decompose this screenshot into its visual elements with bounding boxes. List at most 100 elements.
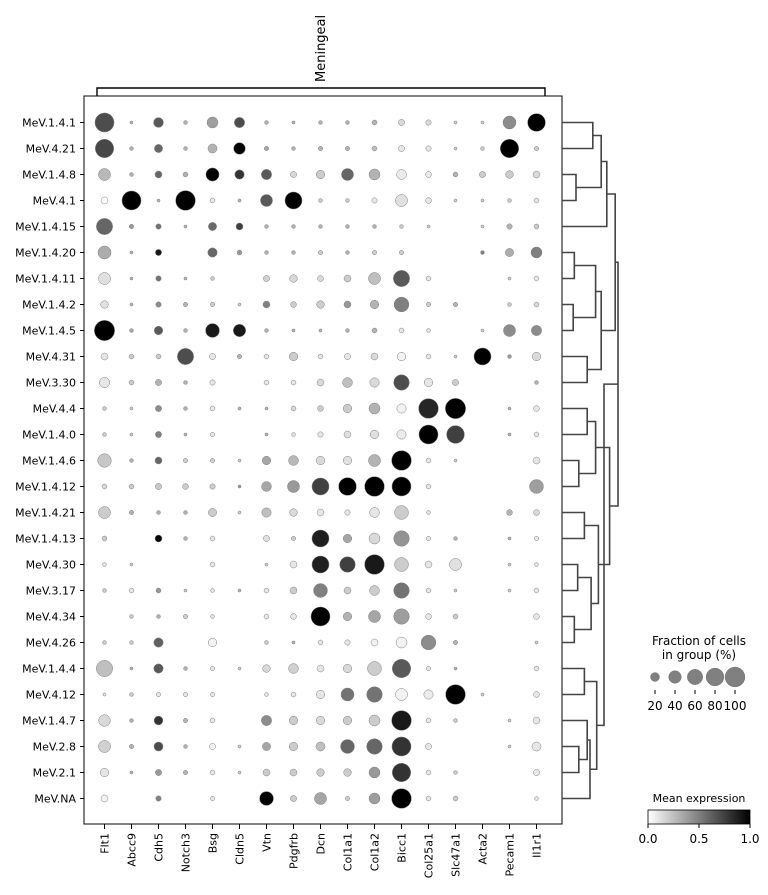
dot-MeV.4.12-Abcc9 bbox=[129, 692, 134, 697]
dot-MeV.1.4.7-Flt1 bbox=[98, 714, 111, 727]
dot-MeV.3.17-Bsg bbox=[210, 588, 215, 593]
dot-MeV.4.4-Notch3 bbox=[183, 406, 188, 411]
dot-MeV.1.4.7-Notch3 bbox=[183, 718, 188, 723]
gene-label: Col1a2 bbox=[369, 833, 382, 871]
dot-MeV.1.4.11-Pecam1 bbox=[507, 276, 512, 281]
dot-MeV.1.4.4-Notch3 bbox=[183, 666, 188, 671]
dot-MeV.1.4.7-Bsg bbox=[209, 717, 216, 724]
dot-MeV.1.4.15-Bicc1 bbox=[399, 224, 404, 229]
dot-MeV.1.4.2-Notch3 bbox=[183, 302, 188, 307]
dot-MeV.1.4.20-Col1a2 bbox=[372, 250, 377, 255]
dot-MeV.1.4.0-Bsg bbox=[210, 432, 215, 437]
dot-MeV.4.12-Acta2 bbox=[480, 692, 485, 697]
gene-label: Flt1 bbox=[99, 833, 112, 854]
dot-MeV.4.1-Col1a2 bbox=[371, 197, 378, 204]
dot-MeV.NA-Slc47a1 bbox=[452, 795, 459, 802]
dot-MeV.1.4.20-Il1r1 bbox=[530, 246, 543, 259]
dot-MeV.1.4.5-Dcn bbox=[318, 328, 323, 333]
dot-MeV.1.4.8-Dcn bbox=[315, 169, 326, 180]
dot-MeV.NA-Il1r1 bbox=[534, 796, 539, 801]
dot-MeV.4.31-Col1a2 bbox=[370, 352, 379, 361]
size-legend-markers: 20 40 60 80 100 bbox=[647, 666, 746, 713]
dot-MeV.1.4.4-Dcn bbox=[316, 664, 325, 673]
dot-grid bbox=[94, 112, 546, 809]
dot-MeV.1.4.5-Pdgfrb bbox=[291, 328, 296, 333]
dot-MeV.1.4.4-Slc47a1 bbox=[453, 666, 458, 671]
row-label: MeV.4.21 bbox=[26, 143, 76, 156]
dot-MeV.4.31-Flt1 bbox=[100, 352, 109, 361]
dot-MeV.1.4.5-Cldn5 bbox=[233, 324, 246, 337]
row-label: MeV.4.30 bbox=[26, 559, 76, 572]
dot-MeV.4.1-Cdh5 bbox=[156, 198, 161, 203]
gene-label: Notch3 bbox=[180, 833, 193, 872]
dot-MeV.4.4-Col1a1 bbox=[342, 403, 353, 414]
dot-MeV.4.34-Abcc9 bbox=[129, 614, 134, 619]
dot-MeV.1.4.1-Flt1 bbox=[94, 112, 115, 133]
dot-MeV.4.30-Slc47a1 bbox=[449, 558, 462, 571]
dot-MeV.4.12-Col1a1 bbox=[340, 687, 355, 702]
dot-MeV.1.4.0-Pdgfrb bbox=[291, 432, 296, 437]
size-legend-dot bbox=[724, 666, 746, 688]
row-label: MeV.2.1 bbox=[33, 767, 76, 780]
dot-MeV.2.8-Il1r1 bbox=[531, 741, 542, 752]
row-label: MeV.1.4.12 bbox=[15, 481, 76, 494]
dot-MeV.4.34-Notch3 bbox=[183, 614, 188, 619]
dendrogram-link bbox=[562, 563, 579, 592]
dot-MeV.1.4.15-Flt1 bbox=[96, 218, 113, 235]
dot-MeV.1.4.11-Col25a1 bbox=[425, 275, 432, 282]
dot-MeV.4.30-Pecam1 bbox=[507, 562, 512, 567]
dot-MeV.4.21-Vtn bbox=[264, 146, 269, 151]
dot-MeV.4.12-Il1r1 bbox=[533, 691, 540, 698]
dot-MeV.1.4.5-Abcc9 bbox=[129, 328, 134, 333]
dot-MeV.4.26-Abcc9 bbox=[129, 640, 134, 645]
dot-MeV.4.21-Col25a1 bbox=[425, 145, 432, 152]
bracket-label: Meningeal bbox=[314, 15, 329, 82]
dendrogram-link bbox=[562, 719, 588, 761]
dot-MeV.2.8-Bsg bbox=[209, 743, 216, 750]
dot-MeV.4.21-Bsg bbox=[207, 143, 218, 154]
dot-MeV.1.4.11-Il1r1 bbox=[533, 275, 540, 282]
dot-MeV.2.1-Notch3 bbox=[183, 770, 188, 775]
dot-MeV.1.4.1-Cldn5 bbox=[234, 117, 245, 128]
dot-MeV.1.4.13-Pecam1 bbox=[507, 536, 512, 541]
dot-MeV.4.4-Abcc9 bbox=[129, 406, 134, 411]
dot-MeV.3.17-Col25a1 bbox=[425, 587, 432, 594]
dot-MeV.4.34-Dcn bbox=[310, 606, 331, 627]
dot-MeV.4.4-Pdgfrb bbox=[290, 405, 297, 412]
dot-MeV.2.1-Bicc1 bbox=[392, 763, 411, 782]
dot-MeV.4.4-Flt1 bbox=[102, 406, 107, 411]
dot-MeV.1.4.12-Vtn bbox=[261, 481, 272, 492]
dot-MeV.3.17-Flt1 bbox=[102, 588, 107, 593]
dot-MeV.1.4.15-Notch3 bbox=[183, 224, 188, 229]
dot-MeV.3.30-Pdgfrb bbox=[290, 379, 297, 386]
dot-MeV.4.12-Col1a2 bbox=[366, 686, 383, 703]
dot-MeV.4.30-Bicc1 bbox=[394, 557, 409, 572]
dot-MeV.1.4.21-Col25a1 bbox=[426, 510, 431, 515]
dot-MeV.1.4.13-Slc47a1 bbox=[453, 536, 458, 541]
dendrogram-link bbox=[562, 355, 588, 384]
dot-MeV.1.4.11-Bsg bbox=[210, 276, 215, 281]
dot-MeV.1.4.20-Bsg bbox=[207, 247, 218, 258]
dot-MeV.4.12-Cdh5 bbox=[156, 692, 161, 697]
dot-MeV.1.4.12-Flt1 bbox=[101, 483, 108, 490]
dot-MeV.3.17-Dcn bbox=[313, 583, 328, 598]
dot-MeV.4.1-Abcc9 bbox=[121, 190, 142, 211]
dot-MeV.1.4.12-Il1r1 bbox=[529, 479, 544, 494]
row-label: MeV.1.4.15 bbox=[15, 221, 76, 234]
dot-MeV.3.30-Col1a1 bbox=[342, 377, 353, 388]
dot-MeV.4.4-Slc47a1 bbox=[445, 398, 466, 419]
dot-MeV.1.4.13-Cdh5 bbox=[154, 534, 163, 543]
dot-MeV.1.4.13-Vtn bbox=[263, 535, 270, 542]
dot-MeV.1.4.8-Acta2 bbox=[479, 171, 486, 178]
dot-MeV.4.1-Flt1 bbox=[100, 196, 109, 205]
dot-MeV.1.4.8-Col1a1 bbox=[341, 168, 354, 181]
dot-MeV.3.30-Col1a2 bbox=[369, 377, 380, 388]
dot-MeV.4.34-Bsg bbox=[210, 614, 215, 619]
dot-MeV.3.17-Pecam1 bbox=[507, 588, 512, 593]
dot-MeV.1.4.2-Il1r1 bbox=[533, 301, 540, 308]
dot-MeV.1.4.20-Flt1 bbox=[97, 245, 112, 260]
dot-MeV.1.4.1-Pecam1 bbox=[502, 115, 517, 130]
dot-MeV.1.4.4-Bicc1 bbox=[392, 659, 411, 678]
dot-MeV.1.4.7-Col1a1 bbox=[342, 715, 353, 726]
dot-MeV.1.4.2-Cdh5 bbox=[155, 301, 162, 308]
